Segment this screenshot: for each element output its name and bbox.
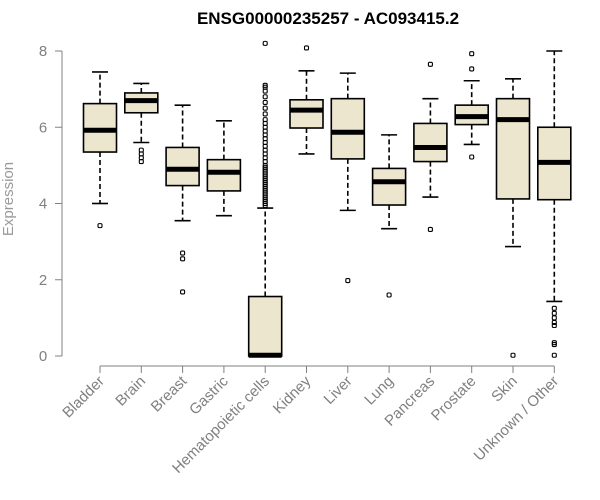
category-label: Lung — [361, 373, 397, 409]
category-label: Skin — [488, 373, 521, 406]
box-body — [289, 99, 324, 129]
box-hematopoietic-cells — [247, 40, 283, 358]
outlier-point — [469, 154, 475, 160]
box-body — [330, 97, 366, 160]
category-label: Breast — [148, 372, 191, 415]
outlier-point — [510, 352, 516, 358]
outlier-point — [469, 66, 475, 72]
category-label: Bladder — [59, 373, 108, 422]
box-body — [165, 146, 200, 187]
box-gastric — [206, 119, 242, 217]
category-label: Prostate — [428, 373, 480, 425]
outlier-point — [551, 319, 557, 326]
category-label: Kidney — [270, 372, 315, 417]
outlier-point — [551, 322, 557, 329]
outlier-point — [262, 202, 268, 208]
outlier-point — [427, 61, 433, 67]
box-liver — [330, 72, 366, 284]
outlier-point — [180, 256, 186, 262]
outlier-point — [97, 223, 103, 229]
outlier-point — [469, 51, 475, 57]
box-unknown-other — [536, 50, 572, 358]
outlier-point — [138, 159, 144, 165]
y-axis-title: Expression — [0, 162, 17, 236]
outlier-point — [386, 292, 392, 298]
y-tick-label: 0 — [39, 348, 47, 365]
outlier-point — [551, 342, 557, 348]
outlier-point — [180, 250, 186, 256]
y-tick-label: 4 — [39, 196, 47, 213]
outlier-point — [262, 111, 268, 117]
box-body — [206, 158, 242, 192]
outlier-point — [262, 94, 268, 100]
outlier-point — [303, 45, 310, 51]
box-skin — [495, 78, 531, 358]
outlier-point — [427, 226, 433, 232]
chart-title: ENSG00000235257 - AC093415.2 — [197, 9, 459, 28]
category-label: Brain — [112, 373, 149, 410]
outlier-point — [262, 88, 268, 94]
box-pancreas — [413, 61, 448, 232]
outlier-point — [262, 40, 268, 46]
y-axis: 0 2 4 6 8 — [39, 43, 63, 365]
outlier-point — [551, 315, 557, 321]
y-tick-label: 8 — [39, 43, 47, 60]
outlier-point — [551, 305, 557, 311]
outlier-point — [345, 277, 351, 284]
box-prostate — [454, 51, 490, 160]
outlier-point — [180, 289, 186, 295]
box-bladder — [82, 71, 118, 229]
y-tick-label: 2 — [39, 272, 47, 289]
box-body — [247, 295, 283, 357]
y-tick-label: 6 — [39, 119, 47, 136]
box-kidney — [289, 45, 324, 155]
x-axis — [99, 365, 555, 373]
box-group — [82, 40, 572, 358]
box-brain — [124, 82, 159, 165]
outlier-point — [262, 105, 268, 111]
box-body — [495, 97, 531, 200]
box-body — [413, 122, 448, 163]
box-lung — [371, 134, 407, 298]
outlier-point — [551, 310, 557, 316]
box-breast — [165, 104, 200, 295]
box-body — [371, 167, 407, 206]
outlier-point — [551, 352, 557, 358]
outlier-point — [262, 99, 268, 106]
category-label: Liver — [321, 373, 356, 408]
